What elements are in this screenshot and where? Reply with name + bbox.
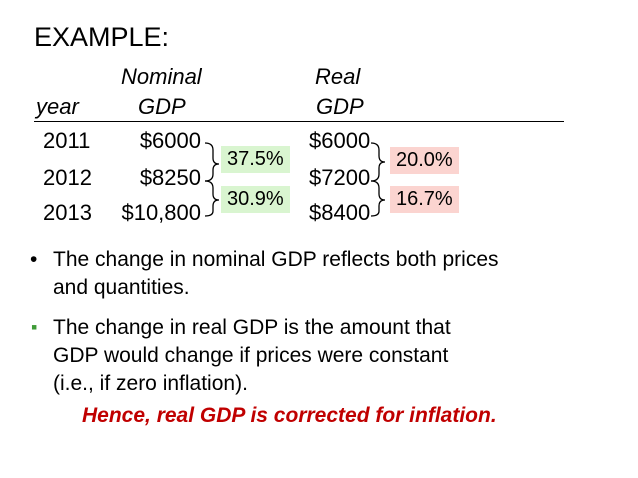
bullet2-line1: The change in real GDP is the amount tha… [53, 316, 451, 339]
bullet2-marker: ▪ [31, 317, 38, 337]
real-brace-1 [370, 142, 386, 182]
header-nominal-line1: Nominal [121, 64, 202, 89]
bullet2-line3: (i.e., if zero inflation). [53, 372, 248, 395]
real-change-2012-2013: 16.7% [390, 186, 459, 213]
header-real-line2: GDP [316, 94, 364, 119]
row-2011-real: $6000 [309, 128, 371, 153]
nominal-brace-2 [204, 180, 220, 217]
row-2011-year: 2011 [43, 128, 91, 153]
row-2013-real: $8400 [309, 200, 371, 225]
header-year: year [36, 94, 79, 119]
nominal-brace-1 [204, 142, 220, 182]
row-2011-nominal: $6000 [139, 128, 201, 153]
bullet2-line2: GDP would change if prices were constant [53, 344, 449, 367]
nominal-change-2012-2013: 30.9% [221, 186, 290, 213]
bullet1-line2: and quantities. [53, 276, 190, 299]
row-2013-year: 2013 [43, 200, 92, 225]
row-2012-year: 2012 [43, 165, 92, 190]
slide-title: EXAMPLE: [34, 22, 170, 52]
bullet1-line1: The change in nominal GDP reflects both … [53, 248, 499, 271]
nominal-change-2011-2012: 37.5% [221, 146, 290, 173]
row-2012-real: $7200 [309, 165, 371, 190]
row-2013-nominal: $10,800 [121, 200, 201, 225]
bullet1-marker: • [30, 248, 38, 271]
hence-statement: Hence, real GDP is corrected for inflati… [82, 404, 497, 427]
header-nominal-line2: GDP [138, 94, 186, 119]
row-2012-nominal: $8250 [139, 165, 201, 190]
real-brace-2 [370, 180, 386, 217]
real-change-2011-2012: 20.0% [390, 147, 459, 174]
header-rule [34, 121, 564, 122]
header-real-line1: Real [315, 64, 361, 89]
